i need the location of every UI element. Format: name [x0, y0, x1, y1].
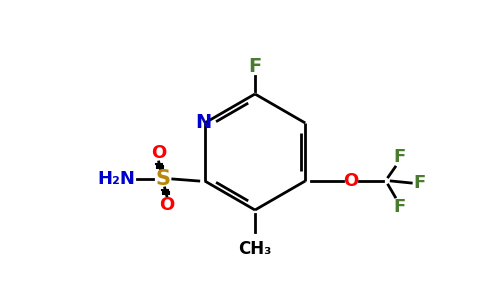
Text: F: F: [393, 148, 406, 166]
Text: O: O: [159, 196, 174, 214]
Text: O: O: [151, 144, 166, 162]
Text: F: F: [248, 56, 262, 76]
Text: H₂N: H₂N: [98, 170, 136, 188]
Text: F: F: [393, 198, 406, 216]
Text: O: O: [344, 172, 359, 190]
Text: N: N: [196, 112, 212, 131]
Text: F: F: [413, 174, 425, 192]
Text: S: S: [155, 169, 170, 189]
Text: CH₃: CH₃: [238, 240, 272, 258]
